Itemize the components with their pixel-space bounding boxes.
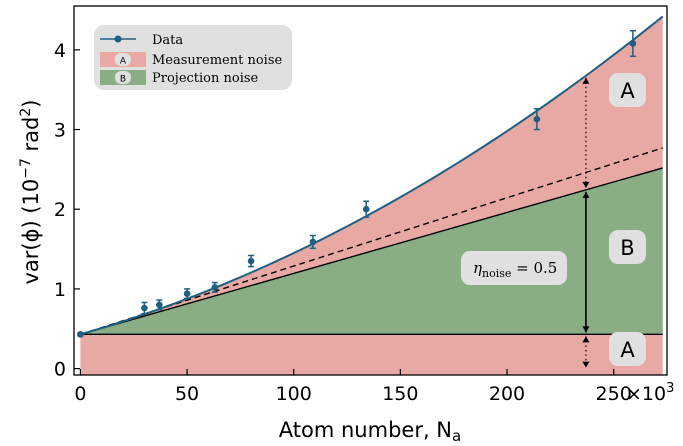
legend-entry-measurement-noise: A Measurement noise — [100, 52, 282, 68]
eta-noise-label: ηnoise = 0.5 — [473, 259, 557, 280]
data-marker — [247, 257, 255, 265]
noise-arrows — [582, 77, 590, 368]
data-point — [156, 299, 163, 311]
data-point — [211, 281, 219, 293]
data-marker — [77, 331, 84, 338]
arrowhead-up — [582, 336, 590, 343]
x-axis-ticks: 0 50 100 150 200 250 — [74, 369, 632, 405]
data-point — [629, 29, 637, 57]
x-axis-multiplier: ×103 — [626, 381, 674, 405]
badge-lower-a-label: A — [620, 338, 635, 362]
y-axis-ticks: 0 1 2 3 4 — [54, 40, 80, 381]
badge-lower-a: A — [609, 332, 646, 366]
y-tick-label: 1 — [54, 279, 66, 301]
data-marker — [183, 290, 191, 298]
data-marker — [141, 304, 148, 312]
data-marker — [629, 40, 637, 47]
legend-data-marker — [114, 35, 122, 43]
data-marker — [362, 205, 370, 213]
badge-upper-a-label: A — [620, 79, 635, 103]
legend-label-projection-noise: Projection noise — [152, 71, 259, 86]
data-point — [533, 108, 541, 131]
measurement-noise-region-upper — [80, 16, 663, 335]
data-point — [362, 200, 370, 218]
x-tick-label: 250 — [596, 383, 632, 405]
data-point — [247, 254, 255, 268]
y-axis-title: var(ϕ) (10−7 rad2) — [18, 99, 43, 284]
y-tick-label: 4 — [54, 40, 66, 62]
legend-badge-b: B — [120, 75, 126, 85]
x-tick-label: 200 — [489, 383, 525, 405]
badge-middle-b: B — [609, 230, 646, 264]
fit-curve — [80, 15, 664, 336]
projection-noise-line — [80, 167, 663, 336]
legend-label-data: Data — [152, 33, 183, 48]
plot-frame — [73, 5, 668, 376]
legend-entry-projection-noise: B Projection noise — [100, 70, 259, 86]
x-tick-label: 100 — [276, 383, 312, 405]
data-point — [77, 331, 84, 338]
eta-noise-annotation: ηnoise = 0.5 — [461, 251, 567, 285]
legend-label-measurement-noise: Measurement noise — [152, 53, 282, 68]
data-point — [183, 288, 191, 300]
legend-badge-a: A — [120, 57, 127, 67]
legend-entry-data: Data — [100, 33, 183, 48]
y-tick-label: 0 — [54, 359, 66, 381]
measurement-noise-region-lower — [80, 334, 663, 375]
data-point — [309, 234, 317, 250]
data-marker — [211, 284, 219, 291]
x-axis-title: Atom number, Na — [279, 418, 461, 445]
data-marker — [156, 301, 163, 309]
x-tick-label: 50 — [175, 383, 199, 405]
arrowhead-down — [582, 361, 590, 368]
legend: Data A Measurement noise B Projection no… — [94, 25, 292, 90]
arrowhead-down — [582, 181, 590, 188]
data-marker — [533, 115, 541, 123]
arrowhead-up — [582, 191, 590, 198]
data-points — [77, 29, 637, 338]
badge-middle-b-label: B — [620, 236, 634, 260]
badge-upper-a: A — [609, 73, 646, 107]
arrowhead-down — [582, 326, 590, 333]
data-marker — [309, 238, 317, 246]
y-tick-label: 2 — [54, 199, 66, 221]
x-tick-label: 0 — [74, 383, 86, 405]
x-tick-label: 150 — [382, 383, 418, 405]
y-tick-label: 3 — [54, 120, 66, 142]
arrowhead-up — [582, 77, 590, 84]
data-point — [141, 301, 148, 315]
